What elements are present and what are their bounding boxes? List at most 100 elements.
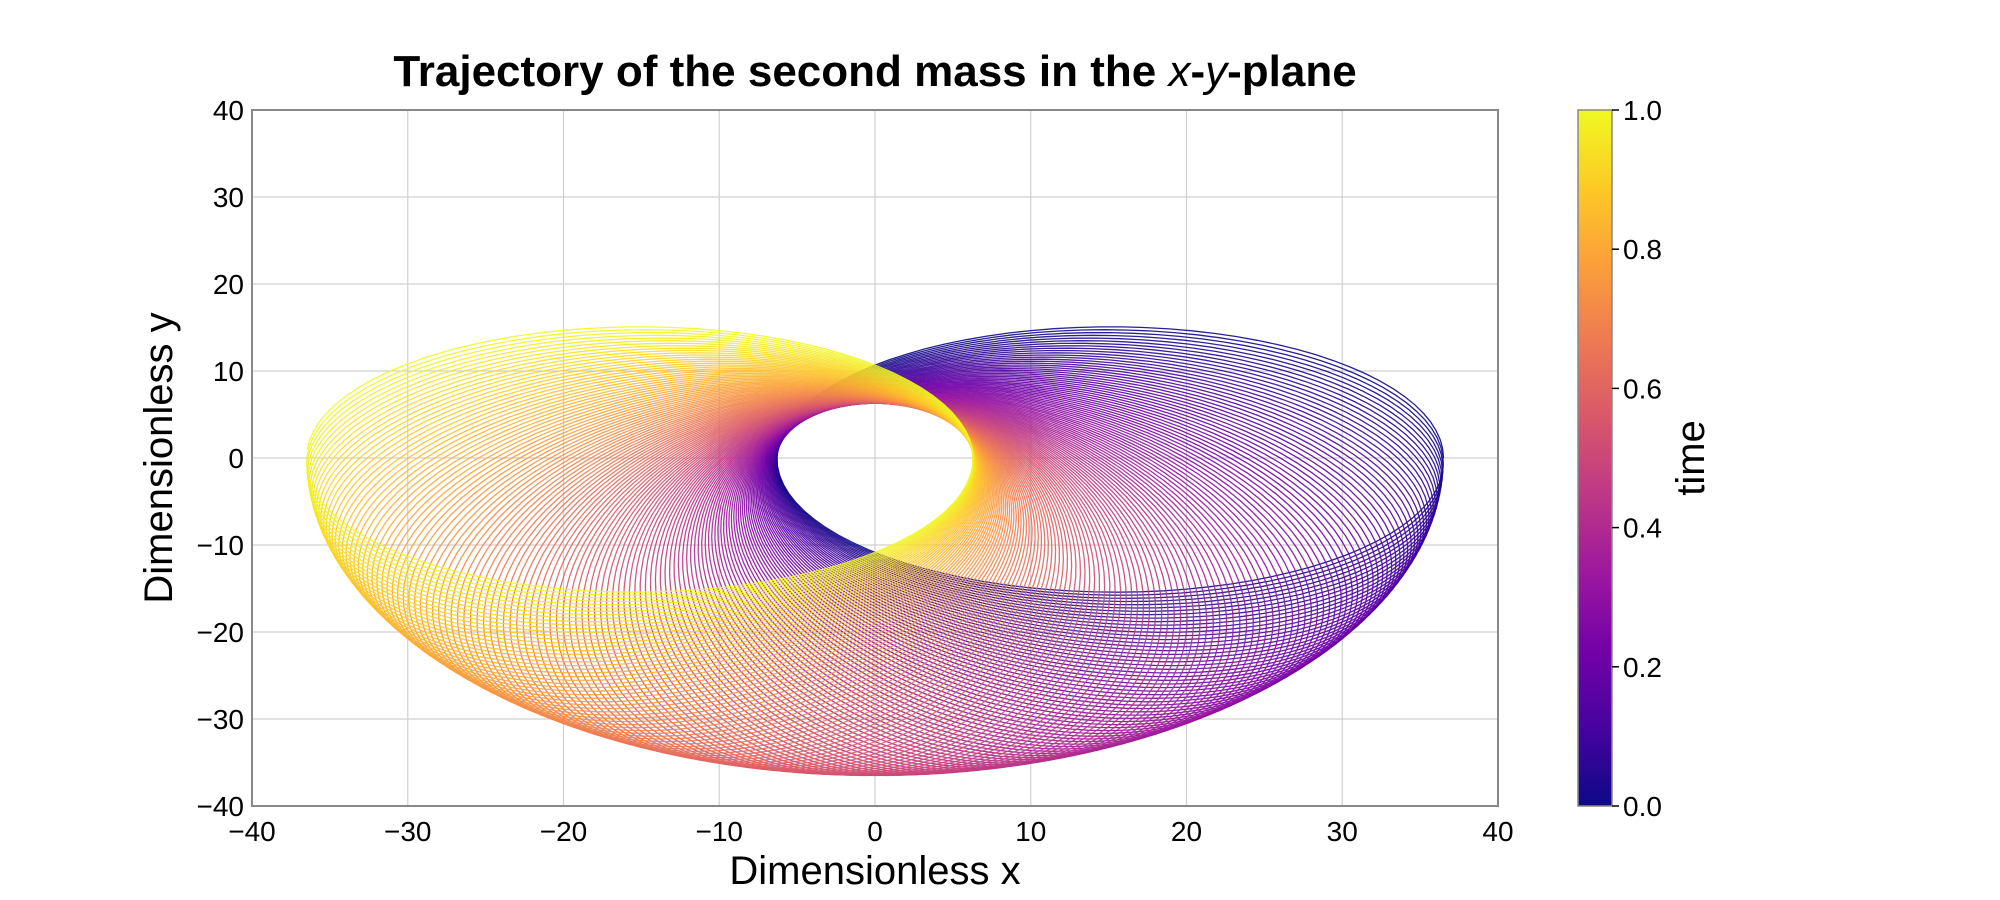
trajectory-segment [1074,411,1313,698]
plot-area: −40 −30 −20 −10 0 10 20 30 40 −40 −30 −20 −10 0 10 20 3… [197,95,1514,847]
trajectory-segment [1051,388,1369,646]
colorbar-ticks: 0.0 0.2 0.4 0.6 0.8 1.0 [1612,95,1662,822]
trajectory-segment [500,562,984,723]
trajectory-segment [320,356,754,543]
trajectory-segment [687,532,1046,764]
trajectory-segment [1012,364,1419,570]
trajectory-segment [572,551,1012,743]
trajectory-segment [318,354,758,536]
trajectory-segment [786,514,1077,774]
trajectory-segment [306,334,792,480]
y-tick-label: −10 [197,530,245,561]
trajectory-segment [1088,443,1234,745]
colorbar-tick-label: 0.8 [1623,234,1662,265]
trajectory-segment [309,493,829,606]
trajectory-segment [1056,392,1359,657]
trajectory-segment [380,575,916,670]
trajectory-segment [306,472,815,596]
trajectory-segment [422,571,944,692]
y-tick-label: 0 [228,443,244,474]
colorbar-gradient [1577,109,1613,807]
trajectory-segment [400,574,930,681]
colorbar-tick-label: 0.6 [1623,373,1662,404]
trajectory-segment [988,352,1434,529]
y-tick-label: 30 [213,182,244,213]
trajectory-segment [887,494,1116,777]
trajectory-segment [307,337,787,487]
trajectory-segment [944,326,1445,459]
colorbar-tick-label: 0.2 [1623,652,1662,683]
trajectory-segment [540,556,1000,735]
trajectory-segment [1019,367,1412,584]
x-tick-label: −10 [696,816,744,847]
trajectory-segment [675,534,1043,762]
trajectory-segment [481,564,975,716]
trajectory-segment [900,491,1122,776]
trajectory-segment [309,342,779,501]
trajectory-segment [306,465,810,593]
y-tick-label: −30 [197,704,245,735]
trajectory-segment [963,478,1151,773]
trajectory-segment [836,504,1096,776]
trajectory-segment [316,352,762,529]
trajectory-segment [925,486,1133,775]
trajectory-segment [1000,358,1428,550]
trajectory-segment [651,538,1036,759]
chart-title: Trajectory of the second mass in the x-y… [393,47,1356,96]
trajectory-segment [510,560,988,726]
trajectory-segment [351,577,892,652]
x-tick-label: 30 [1327,816,1358,847]
trajectory-segment [1026,371,1405,597]
trajectory-segment [312,347,770,515]
trajectory-segment [414,402,684,678]
trajectory-segment [1054,390,1364,651]
trajectory-segment [992,354,1432,536]
trajectory-segment [605,546,1023,750]
trajectory-segment [1048,385,1374,640]
trajectory-segment [306,331,797,473]
trajectory-segment [1045,383,1379,634]
trajectory-segment [874,496,1111,777]
trajectory-segment [1061,397,1348,668]
trajectory-segment [322,358,750,550]
trajectory-segment [530,557,996,732]
trajectory-segment [963,337,1443,487]
trajectory-segment [438,570,953,699]
trajectory-segment [958,334,1444,480]
trajectory-segment [362,577,901,659]
trajectory-segment [951,481,1145,774]
trajectory-segment [1072,409,1319,693]
trajectory-segment [561,553,1008,740]
trajectory-segment [583,549,1015,745]
trajectory-segment [393,574,925,678]
trajectory-segment [1083,427,1274,724]
trajectory-segment [967,340,1442,494]
plot-frame [251,109,1499,807]
trajectory-segment [711,528,1053,767]
trajectory-segment [414,572,939,689]
trajectory-segment [1080,422,1287,716]
trajectory-segment [407,573,935,685]
colorbar-label: time [1669,420,1713,496]
trajectory-segment [308,486,824,603]
trajectory-segment [1068,404,1331,684]
trajectory-segment [628,542,1030,755]
x-axis-label: Dimensionless x [729,849,1020,893]
trajectory-segment [1086,435,1254,735]
x-tick-label: −40 [228,816,276,847]
trajectory-segment [520,559,992,729]
trajectory-segment [760,519,1069,772]
trajectory-segment [748,521,1065,771]
trajectory-segment [971,342,1441,501]
trajectory-segment [1074,454,1208,756]
trajectory-segment [849,501,1101,776]
trajectory-segment [1004,360,1425,557]
trajectory-segment [329,548,867,633]
trajectory-segment [491,563,979,720]
trajectory-segment [984,349,1436,522]
trajectory-segment [317,521,848,619]
trajectory-segment [306,326,806,450]
colorbar-tick-label: 0.0 [1623,791,1662,822]
trajectory-segment [1085,432,1261,732]
